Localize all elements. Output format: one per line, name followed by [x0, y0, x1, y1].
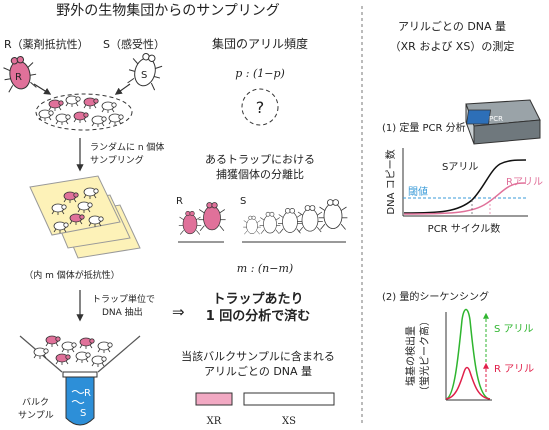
bulk-dna-title-line2: アリルごとの DNA 量 [204, 364, 312, 378]
result-line1: トラップあたり [212, 292, 303, 307]
population-ellipse [35, 93, 133, 131]
seq-title: (2) 量的シーケンシング [382, 290, 489, 303]
s-allele-peak [445, 308, 491, 400]
qpcr-title: (1) 定量 PCR 分析 [382, 121, 466, 134]
step2-line2: DNA 抽出 [102, 306, 143, 318]
allele-freq-title: 集団のアリル頻度 [212, 36, 308, 51]
tube-s-letter: S [80, 408, 86, 419]
r-allele-label: Rアリル [506, 177, 543, 188]
pooled-insects [33, 335, 113, 368]
tube-r-letter: R [84, 388, 91, 399]
xr-label: XR [207, 416, 222, 427]
qpcr-chart [402, 148, 528, 217]
group-r-label: R [176, 196, 183, 207]
step2-line1: トラップ単位で [92, 293, 155, 305]
qpcr-y-axis-label: DNA コピー数 [384, 149, 397, 214]
right-title-line1: アリルごとの DNA 量 [398, 19, 506, 33]
s-allele-label: Sアリル [442, 162, 478, 173]
bulk-dna-title-line1: 当該バルクサンプルに含まれる [181, 349, 335, 363]
xs-bar [243, 392, 335, 406]
pcr-machine-icon [465, 99, 541, 145]
arrow-s-to-population [114, 83, 131, 95]
insect-r-letter: R [15, 72, 22, 83]
result-arrow: ⇒ [172, 303, 185, 321]
sticky-traps [29, 175, 141, 259]
arrow-r-to-population [33, 83, 52, 95]
population-insects [38, 95, 124, 128]
result-line2: 1 回の分析で済む [206, 308, 311, 324]
ratio-value: m : (n−m) [237, 262, 293, 275]
r-allele-curve [403, 182, 527, 215]
unknown-frequency-circle [241, 88, 279, 126]
bulk-sample-tube-icon [62, 371, 98, 426]
s-allele-curve [403, 159, 527, 214]
qpcr-x-axis-label: PCR サイクル数 [428, 222, 501, 235]
resistant-label: R（薬剤抵抗性） [4, 37, 89, 51]
pcr-machine-label: PCR [489, 115, 503, 123]
insect-s-letter: S [141, 70, 147, 81]
trap-ratio-title-line2: 捕獲個体の分離比 [216, 167, 304, 181]
seq-y-axis-label-line1: 塩基の検出量 [404, 326, 417, 386]
bulk-label-line2: サンプル [18, 410, 54, 421]
threshold-label: 閾値 [408, 185, 428, 198]
step1-line2: サンプリング [90, 154, 144, 166]
seq-r-label: R アリル [494, 364, 534, 375]
group-s-label: S [240, 196, 246, 207]
unknown-mark: ? [256, 98, 265, 117]
susceptible-label: S（感受性） [103, 37, 165, 51]
sequencing-chart [445, 308, 492, 401]
allele-freq-value: p : (1−p) [235, 67, 285, 80]
trap-ratio-title-line1: あるトラップにおける [205, 153, 315, 166]
xs-label: XS [282, 416, 296, 427]
xr-bar [195, 392, 233, 406]
seq-y-axis-label-line2: （蛍光ピーク高） [418, 316, 431, 396]
r-allele-peak [445, 366, 491, 400]
resistant-group-insects [178, 202, 227, 235]
step1-line1: ランダムに n 個体 [90, 141, 164, 153]
seq-s-label: S アリル [494, 324, 534, 335]
bulk-label-line1: バルク [22, 397, 49, 408]
trap-note: （内 m 個体が抵抗性） [24, 269, 120, 281]
left-title: 野外の生物集団からのサンプリング [56, 2, 280, 19]
susceptible-group-insects [242, 199, 348, 235]
right-title-line2: （XR および XS）の測定 [390, 39, 515, 53]
